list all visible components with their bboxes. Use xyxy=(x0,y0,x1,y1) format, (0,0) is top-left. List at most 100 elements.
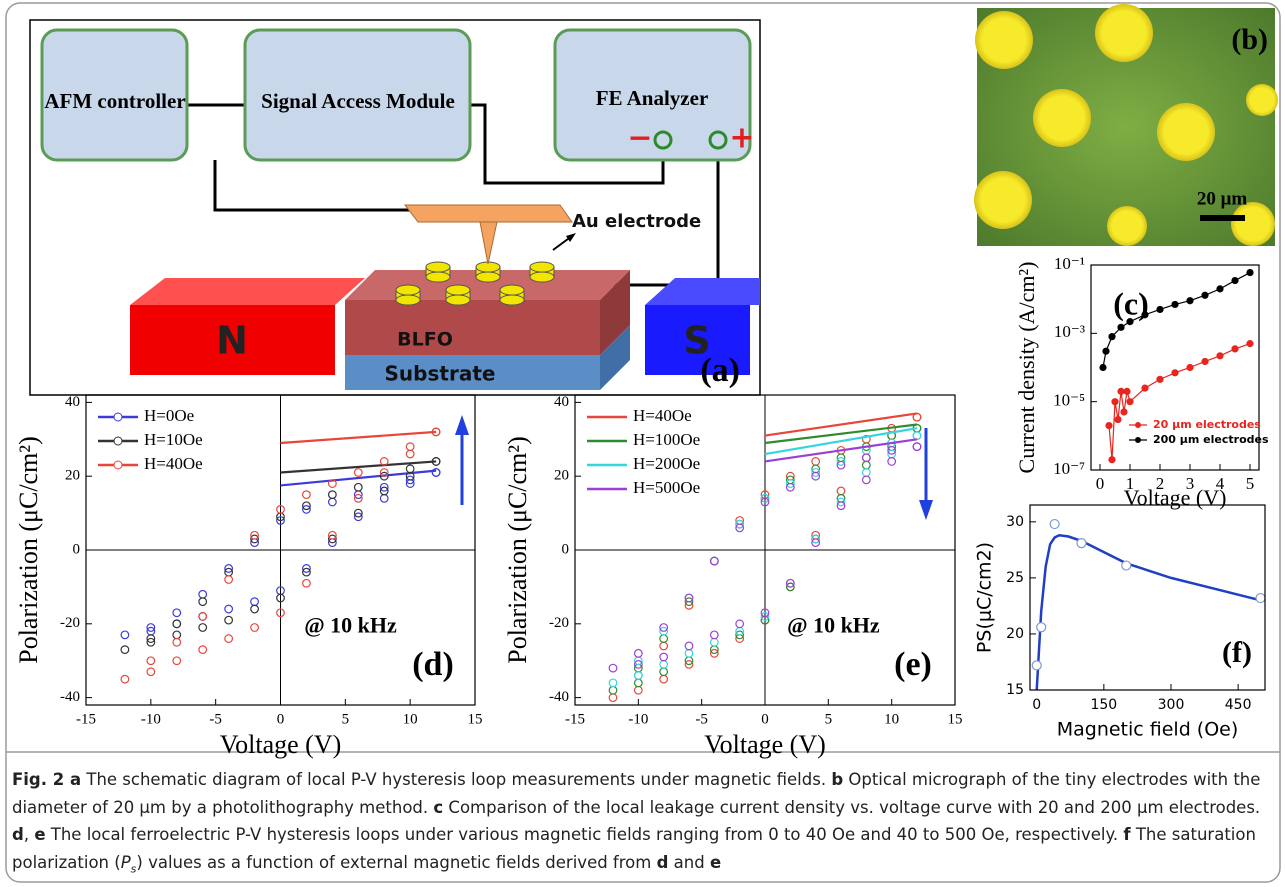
data-point xyxy=(1187,298,1193,304)
figure-page: AFM controller Signal Access Module FE A… xyxy=(0,0,1285,887)
data-point xyxy=(1115,417,1121,423)
n-magnet-top xyxy=(130,278,365,305)
y-axis-label: Current density (A/cm²) xyxy=(1014,262,1039,474)
x-tick-label: 300 xyxy=(1158,697,1185,713)
chart: -15-10-5051015-40-2002040Voltage (V)Pola… xyxy=(503,394,963,759)
panel-label: (f) xyxy=(1222,636,1252,669)
substrate-label: Substrate xyxy=(385,362,496,386)
data-point xyxy=(1109,334,1115,340)
legend-marker xyxy=(1136,438,1141,443)
annotation: @ 10 kHz xyxy=(304,613,397,638)
fe-label: FE Analyzer xyxy=(596,86,709,110)
panel-label: (d) xyxy=(412,646,454,683)
y-axis-label: Polarization (μC/cm²) xyxy=(14,436,43,664)
data-point xyxy=(173,620,181,628)
data-point xyxy=(863,469,871,477)
y-tick-label: 40 xyxy=(554,394,569,410)
x-axis-label: Magnetic field (Oe) xyxy=(1057,719,1239,741)
data-point xyxy=(711,638,719,646)
panel-label: (b) xyxy=(1231,23,1268,56)
data-point xyxy=(1217,353,1223,359)
caption-run: d xyxy=(12,825,24,844)
data-point xyxy=(635,686,643,694)
y-tick-label: -40 xyxy=(60,689,80,705)
caption-run: P xyxy=(121,853,131,872)
data-point xyxy=(225,635,233,643)
panel-label: (e) xyxy=(894,646,932,683)
data-point xyxy=(173,657,181,665)
caption-run: , xyxy=(24,825,35,844)
legend-marker xyxy=(114,461,122,469)
legend-marker xyxy=(1136,423,1141,428)
data-point xyxy=(380,495,388,503)
n-label: N xyxy=(216,319,248,363)
caption-run: b xyxy=(831,770,843,789)
sam-label: Signal Access Module xyxy=(261,89,455,113)
data-point xyxy=(1121,409,1127,415)
y-tick-label: 0 xyxy=(562,541,570,557)
data-point xyxy=(406,465,414,473)
data-point xyxy=(913,432,921,440)
caption-run: and xyxy=(668,853,710,872)
data-point xyxy=(1247,270,1253,276)
data-point xyxy=(147,657,155,665)
data-point xyxy=(812,458,820,466)
x-tick-label: 10 xyxy=(403,711,418,727)
data-point xyxy=(1118,388,1124,394)
caption-run: ) values as a function of external magne… xyxy=(136,853,656,872)
y-axis-label: Polarization (μC/cm²) xyxy=(503,436,532,664)
data-point xyxy=(888,458,896,466)
y-tick-label: -20 xyxy=(60,615,80,631)
data-point xyxy=(355,483,363,491)
data-point xyxy=(329,491,337,499)
y-tick-label: 20 xyxy=(554,468,569,484)
figure: AFM controller Signal Access Module FE A… xyxy=(0,0,1285,887)
y-tick-label: 40 xyxy=(65,394,80,410)
schematic: AFM controller Signal Access Module FE A… xyxy=(30,20,760,395)
data-point xyxy=(1202,358,1208,364)
legend-label: H=100Oe xyxy=(633,430,700,449)
minus-sign: − xyxy=(627,121,652,156)
data-point xyxy=(1100,365,1106,371)
x-axis-label: Voltage (V) xyxy=(1124,485,1227,510)
data-point xyxy=(1103,348,1109,354)
trend-arrowhead xyxy=(455,415,469,435)
data-point xyxy=(837,487,845,495)
data-point xyxy=(660,675,668,683)
blfo xyxy=(345,300,600,355)
legend-label: 200 μm electrodes xyxy=(1153,433,1269,446)
data-point xyxy=(251,624,259,632)
caption-run: d xyxy=(657,853,669,872)
chart: 01234510⁻⁷10⁻⁵10⁻³10⁻¹Voltage (V)Current… xyxy=(1014,254,1269,510)
data-point xyxy=(1032,661,1041,670)
legend-label: H=200Oe xyxy=(633,454,700,473)
y-tick-label: 10⁻⁷ xyxy=(1053,459,1085,478)
x-tick-label: 0 xyxy=(1032,697,1041,713)
x-tick-label: -10 xyxy=(628,711,648,727)
caption: Fig. 2 a The schematic diagram of local … xyxy=(12,766,1274,882)
blfo-label: BLFO xyxy=(397,329,453,351)
data-point xyxy=(685,642,693,650)
y-tick-label: -20 xyxy=(549,615,569,631)
data-point xyxy=(173,638,181,646)
legend-label: 20 μm electrodes xyxy=(1153,418,1261,431)
legend-label: H=500Oe xyxy=(633,478,700,497)
data-point xyxy=(121,675,129,683)
x-tick-label: 10 xyxy=(884,711,899,727)
x-tick-label: 5 xyxy=(1246,474,1255,493)
data-point xyxy=(1037,623,1046,632)
data-point xyxy=(711,557,719,565)
data-point xyxy=(121,631,129,639)
x-tick-label: 0 xyxy=(1096,474,1105,493)
data-point xyxy=(1124,388,1130,394)
data-point xyxy=(1157,376,1163,382)
afm-label: AFM controller xyxy=(44,89,185,113)
y-tick-label: 30 xyxy=(1006,514,1024,530)
legend-label: H=40Oe xyxy=(144,454,203,473)
x-tick-label: 0 xyxy=(761,711,769,727)
x-tick-label: -15 xyxy=(565,711,585,727)
data-point xyxy=(1077,539,1086,548)
data-point xyxy=(199,590,207,598)
x-tick-label: 0 xyxy=(277,711,285,727)
data-point xyxy=(609,679,617,687)
